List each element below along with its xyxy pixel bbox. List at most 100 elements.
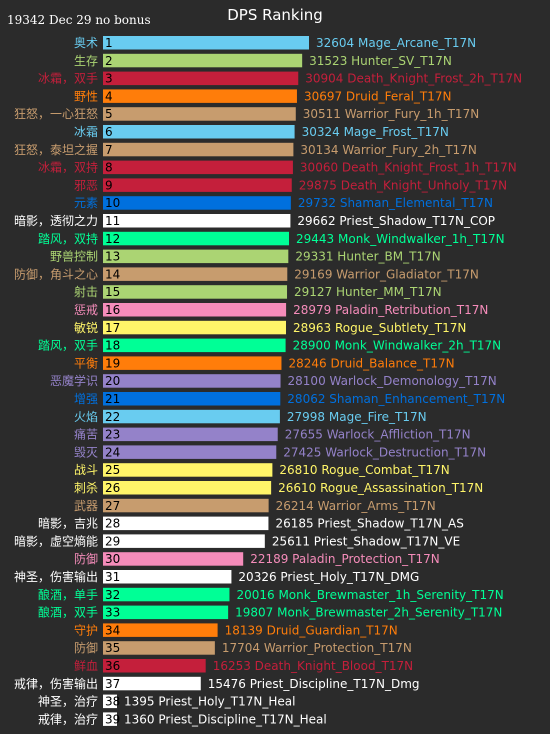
bar [103,712,117,726]
value-label: 30697 Druid_Feral_T17N [304,89,452,103]
bar [103,214,291,228]
rank-label: 38 [105,695,120,709]
bar-row: 刺杀 26 26610 Rogue_Assassination_T17N [74,480,483,495]
spec-cn-label: 暗影，虚空熵能 [14,533,98,548]
spec-cn-label: 增强 [74,392,98,406]
spec-cn-label: 恶魔学识 [50,373,98,388]
bar [103,463,273,477]
bar-row: 冰霜，双手 3 30904 Death_Knight_Frost_2h_T17N [38,71,522,86]
rank-label: 37 [105,677,120,691]
rank-label: 39 [105,712,120,726]
value-label: 28100 Warlock_Demonology_T17N [288,374,497,388]
spec-cn-label: 踏风，双持 [38,231,98,246]
spec-cn-label: 惩戒 [74,303,98,317]
spec-cn-label: 暗影，吉兆 [38,516,98,531]
rank-label: 18 [105,339,120,353]
rank-label: 20 [105,374,120,388]
bar-row: 冰霜 6 30324 Mage_Frost_T17N [74,125,449,139]
value-label: 20326 Priest_Holy_T17N_DMG [238,570,419,584]
spec-cn-label: 敏锐 [74,320,98,335]
bar-row: 邪恶 9 29875 Death_Knight_Unholy_T17N [74,178,507,192]
spec-cn-label: 刺杀 [74,480,98,495]
value-label: 27998 Mage_Fire_T17N [287,410,427,424]
spec-cn-label: 毁灭 [74,444,98,459]
rank-label: 8 [105,161,113,175]
rank-label: 7 [105,143,113,157]
spec-cn-label: 狂怒，泰坦之握 [14,142,98,157]
value-label: 27425 Warlock_Destruction_T17N [283,445,486,459]
value-label: 31523 Hunter_SV_T17N [309,54,452,68]
rank-label: 30 [105,552,120,566]
value-label: 1360 Priest_Discipline_T17N_Heal [124,712,327,726]
rank-label: 16 [105,303,120,317]
spec-cn-label: 神圣，伤害输出 [14,569,98,584]
bar [103,231,290,246]
bar-row: 武器 27 26214 Warrior_Arms_T17N [74,498,436,513]
value-label: 17704 Warrior_Protection_T17N [222,641,412,655]
bar [103,587,230,602]
value-label: 28900 Monk_Windwalker_2h_T17N [293,339,502,353]
value-label: 30511 Warrior_Fury_1h_T17N [303,107,479,121]
value-label: 30134 Warrior_Fury_2h_T17N [300,143,476,157]
bar [103,694,117,709]
bar [103,338,286,353]
bar-row: 元素 10 29732 Shaman_Elemental_T17N [74,196,493,210]
bar [103,125,295,139]
bar-row: 防御 30 22189 Paladin_Protection_T17N [74,551,440,566]
bar-row: 战斗 25 26810 Rogue_Combat_T17N [74,463,450,477]
bar-row: 狂怒，一心狂怒 5 30511 Warrior_Fury_1h_T17N [14,106,479,121]
spec-cn-label: 生存 [74,54,98,68]
spec-cn-label: 防御 [74,551,98,566]
value-label: 28963 Rogue_Subtlety_T17N [293,321,466,335]
value-label: 26214 Warrior_Arms_T17N [276,499,436,513]
value-label: 22189 Paladin_Protection_T17N [250,552,440,566]
bar [103,107,296,121]
bar [103,178,292,192]
value-label: 28246 Druid_Balance_T17N [288,356,454,370]
spec-cn-label: 平衡 [74,356,98,370]
spec-cn-label: 野性 [74,89,98,103]
value-label: 29875 Death_Knight_Unholy_T17N [299,178,507,192]
bar-row: 防御 35 17704 Warrior_Protection_T17N [74,640,412,655]
rank-label: 2 [105,54,113,68]
bar-row: 野兽控制 13 29331 Hunter_BM_T17N [50,249,441,264]
bar-row: 暗影，吉兆 28 26185 Priest_Shadow_T17N_AS [38,516,464,531]
value-label: 29443 Monk_Windwalker_1h_T17N [296,232,505,246]
spec-cn-label: 冰霜 [74,125,98,139]
bar-row: 神圣，治疗 38 1395 Priest_Holy_T17N_Heal [38,694,295,709]
bar-row: 鲜血 36 16253 Death_Knight_Blood_T17N [74,659,413,673]
bar [103,392,281,406]
rank-label: 24 [105,445,120,459]
rank-label: 9 [105,178,113,192]
bar [103,89,297,103]
bar [103,71,299,86]
bar-row: 射击 15 29127 Hunter_MM_T17N [74,284,442,299]
rank-label: 25 [105,463,120,477]
spec-cn-label: 元素 [74,196,98,210]
spec-cn-label: 野兽控制 [50,250,98,264]
value-label: 29169 Warrior_Gladiator_T17N [294,267,479,281]
rank-label: 36 [105,659,120,673]
bar [103,659,206,673]
bar [103,552,244,566]
spec-cn-label: 痛苦 [74,427,98,442]
spec-cn-label: 冰霜，双持 [38,160,98,175]
bar-row: 火焰 22 27998 Mage_Fire_T17N [74,409,427,424]
bar [103,676,201,691]
rank-label: 33 [105,606,120,620]
rank-label: 10 [105,196,120,210]
spec-cn-label: 酿酒，双手 [38,605,98,620]
bar-row: 防御，角斗之心 14 29169 Warrior_Gladiator_T17N [14,266,479,281]
bar [103,641,215,655]
bar-row: 踏风，双手 18 28900 Monk_Windwalker_2h_T17N [38,338,502,353]
spec-cn-label: 鲜血 [74,659,98,673]
rank-label: 28 [105,517,120,531]
rank-label: 5 [105,107,113,121]
value-label: 19807 Monk_Brewmaster_2h_Serenity_T17N [235,606,502,620]
spec-cn-label: 暗影，透彻之力 [14,213,98,228]
bar [103,570,232,584]
spec-cn-label: 踏风，双手 [38,339,98,353]
bar-row: 守护 34 18139 Druid_Guardian_T17N [74,623,398,637]
bar [103,249,289,264]
rank-label: 1 [105,36,113,50]
